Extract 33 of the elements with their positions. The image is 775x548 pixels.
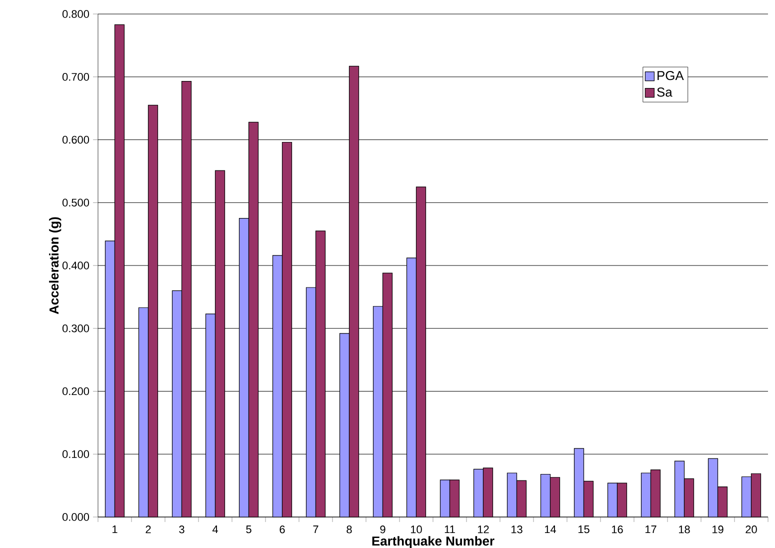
x-tick-label: 14: [544, 526, 556, 534]
x-tick-label: 1: [112, 526, 118, 534]
y-tick-label: 0.600: [62, 136, 90, 144]
x-tick-label: 2: [146, 526, 151, 534]
y-tick-label: 0.100: [62, 450, 90, 458]
x-tick-label: 10: [410, 526, 422, 534]
legend-label: PGA: [658, 71, 684, 80]
y-tick-label: 0.800: [62, 10, 90, 18]
x-tick-label: 20: [746, 526, 757, 534]
x-tick-label: 4: [212, 526, 218, 534]
y-axis-title: Acceleration (g): [49, 217, 62, 314]
y-tick-label: 0.000: [62, 513, 90, 521]
y-tick-label: 0.700: [62, 73, 90, 81]
x-tick-label: 6: [280, 526, 285, 534]
x-tick-label: 19: [712, 526, 724, 534]
y-tick-label: 0.500: [62, 198, 90, 207]
legend-label: Sa: [657, 88, 672, 97]
x-tick-label: 18: [678, 526, 690, 534]
x-tick-label: 3: [179, 526, 184, 534]
x-tick-label: 12: [478, 526, 489, 534]
x-tick-label: 8: [346, 526, 352, 534]
x-tick-label: 7: [313, 526, 318, 534]
y-tick-label: 0.300: [62, 324, 90, 332]
x-axis-title: Earthquake Number: [372, 536, 494, 548]
y-tick-label: 0.400: [62, 262, 90, 270]
x-tick-label: 15: [578, 526, 590, 534]
x-tick-label: 5: [246, 526, 252, 534]
x-tick-label: 17: [645, 526, 656, 534]
x-tick-label: 13: [511, 526, 522, 534]
x-tick-label: 11: [444, 526, 455, 534]
x-tick-label: 9: [380, 526, 386, 534]
x-tick-label: 16: [612, 526, 623, 534]
y-tick-label: 0.200: [62, 387, 90, 396]
